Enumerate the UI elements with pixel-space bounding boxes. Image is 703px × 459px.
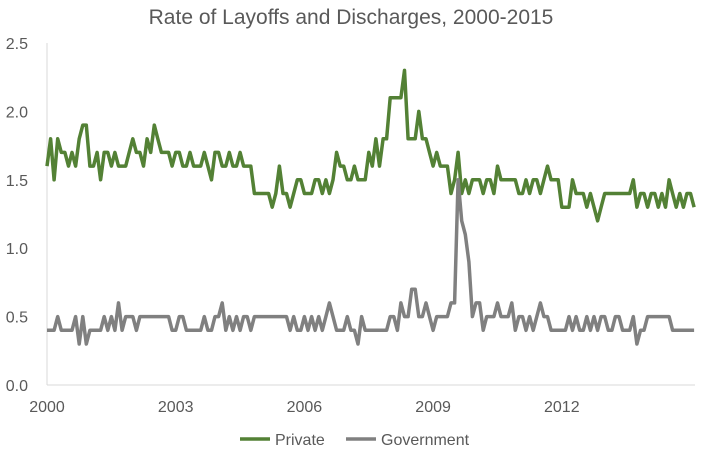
- series-line-private: [45, 68, 696, 223]
- y-tick-label: 0.0: [6, 378, 28, 395]
- legend-item-private: Private: [240, 432, 325, 449]
- x-tick-label: 2012: [544, 399, 580, 416]
- y-tick-label: 0.5: [6, 310, 28, 327]
- legend-label: Government: [381, 432, 470, 449]
- x-axis: 2000 2003 2006 2009 2012: [29, 399, 579, 416]
- legend: Private Government: [240, 432, 470, 449]
- legend-item-government: Government: [346, 432, 470, 449]
- series-line-government: [47, 178, 695, 346]
- x-tick-label: 2009: [415, 399, 451, 416]
- legend-label: Private: [275, 432, 325, 449]
- y-axis: 0.0 0.5 1.0 1.5 2.0 2.5: [6, 36, 28, 395]
- series-lines: [45, 68, 696, 346]
- y-tick-label: 2.5: [6, 36, 28, 53]
- y-tick-label: 1.5: [6, 173, 28, 190]
- x-tick-label: 2000: [29, 399, 65, 416]
- x-tick-label: 2006: [287, 399, 323, 416]
- x-tick-label: 2003: [158, 399, 194, 416]
- chart-title: Rate of Layoffs and Discharges, 2000-201…: [149, 6, 554, 29]
- y-tick-label: 1.0: [6, 241, 28, 258]
- y-tick-label: 2.0: [6, 104, 28, 121]
